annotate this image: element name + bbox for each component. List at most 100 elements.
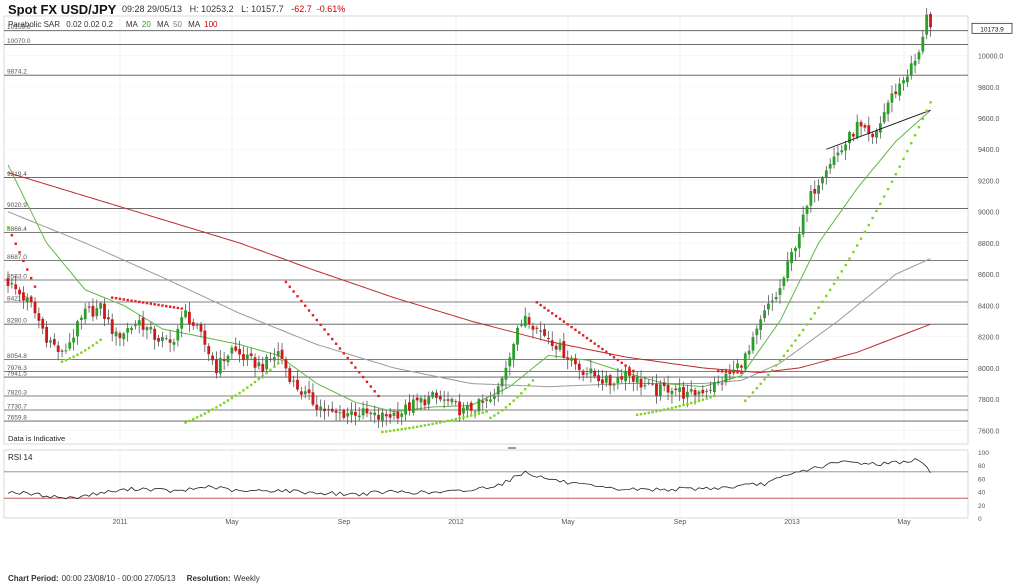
price-level-label: 7976.3 — [7, 365, 27, 372]
sar-dot — [832, 282, 836, 286]
sar-dot — [392, 429, 396, 432]
sar-dot — [693, 400, 697, 404]
candle-down — [574, 358, 577, 365]
candle-down — [103, 303, 106, 319]
candle-down — [14, 284, 18, 290]
candle-up — [751, 337, 755, 351]
sar-dot — [68, 357, 71, 360]
x-tick-label: Sep — [674, 519, 687, 526]
sar-dot — [786, 349, 789, 353]
candle-down — [110, 319, 114, 334]
sar-dot — [863, 230, 867, 234]
candle-up — [161, 337, 164, 341]
candle-up — [64, 350, 68, 352]
price-level-label: 8054.8 — [7, 353, 27, 360]
candle-up — [794, 247, 797, 252]
candle-up — [489, 399, 492, 402]
candle-up — [925, 14, 929, 35]
candle-down — [342, 410, 346, 418]
sar-dot — [261, 374, 264, 378]
candle-up — [913, 60, 917, 66]
candle-up — [49, 340, 52, 343]
candle-down — [701, 389, 705, 394]
sar-dot — [717, 369, 720, 373]
sar-dot — [14, 242, 17, 245]
sar-dot — [585, 336, 589, 340]
sar-dot — [805, 323, 809, 326]
sar-dot — [365, 380, 369, 383]
sar-dot — [581, 334, 585, 337]
sar-dot — [678, 404, 681, 408]
sar-dot — [219, 403, 222, 407]
candle-up — [149, 327, 153, 330]
candle-up — [635, 376, 639, 383]
sar-dot — [674, 405, 677, 409]
sar-dot — [99, 338, 102, 342]
price-level-label: 10159.0 — [7, 24, 31, 31]
sar-dot — [192, 418, 195, 421]
candle-down — [326, 409, 330, 411]
candle-up — [462, 407, 465, 414]
candle-down — [203, 330, 207, 345]
y-tick-label: 8600.0 — [978, 272, 1000, 279]
sar-dot — [709, 396, 712, 399]
candle-up — [68, 342, 72, 349]
candle-up — [689, 389, 693, 392]
candle-up — [319, 406, 323, 410]
sar-dot — [732, 370, 735, 374]
sar-dot — [385, 430, 388, 433]
candle-up — [809, 190, 813, 206]
candle-up — [276, 351, 280, 357]
sar-dot — [246, 386, 249, 389]
candle-up — [840, 150, 844, 153]
candle-down — [22, 292, 25, 301]
ma100-label: MA — [188, 20, 201, 29]
sar-dot — [18, 251, 21, 254]
sar-dot — [481, 411, 484, 414]
sar-dot — [705, 397, 708, 400]
candle-down — [674, 388, 678, 391]
candle-up — [778, 288, 782, 295]
candle-up — [303, 391, 307, 395]
candle-down — [396, 411, 400, 419]
sar-dot — [817, 306, 820, 309]
candle-down — [608, 375, 612, 386]
sar-dot — [184, 421, 187, 424]
sar-dot — [910, 142, 913, 145]
sar-dot — [798, 334, 801, 337]
candle-up — [724, 373, 728, 383]
candle-down — [377, 414, 380, 420]
sar-dot — [724, 370, 728, 373]
sar-dot — [269, 368, 272, 372]
candle-up — [338, 412, 342, 414]
price-level-label: 8687.0 — [7, 254, 27, 261]
sar-dot — [566, 323, 569, 326]
candle-down — [6, 278, 10, 286]
sar-dot — [280, 358, 284, 362]
sar-dot — [620, 361, 623, 365]
candle-down — [527, 317, 531, 325]
sar-dot — [388, 429, 392, 433]
candle-up — [709, 389, 712, 391]
sar-dot — [427, 423, 430, 426]
sar-dot — [334, 342, 338, 345]
quote-change-pct: -0.61% — [316, 4, 346, 14]
sar-dot — [755, 387, 759, 390]
sar-dot — [516, 395, 519, 399]
sar-dot — [145, 301, 149, 305]
sar-dot — [141, 301, 145, 304]
candle-up — [743, 353, 747, 369]
candle-down — [60, 350, 64, 352]
sar-dot — [408, 426, 411, 430]
sar-dot — [736, 371, 739, 374]
sar-dot — [307, 309, 311, 312]
candle-up — [824, 170, 828, 178]
sar-dot — [547, 309, 550, 312]
candle-down — [334, 410, 338, 413]
candle-down — [867, 125, 871, 134]
candle-up — [817, 185, 820, 194]
rsi-pane-frame — [3, 449, 969, 519]
candle-down — [458, 401, 462, 416]
indicator-legend: Parabolic SAR 0.02 0.02 0.2 MA 20 MA 50 MA… — [8, 20, 222, 29]
